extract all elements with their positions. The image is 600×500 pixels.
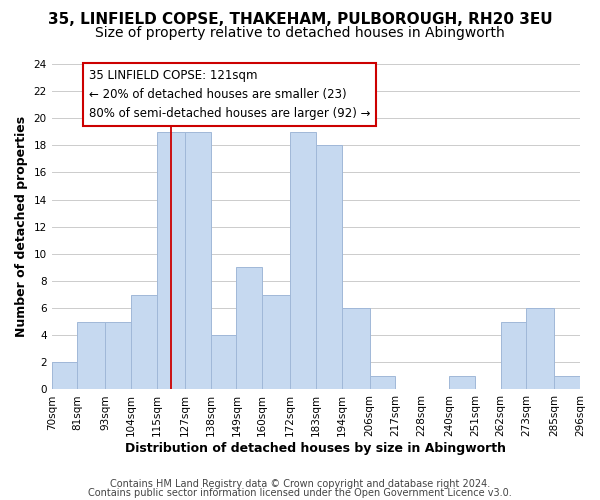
Bar — [370, 376, 395, 390]
Bar — [262, 294, 290, 390]
Y-axis label: Number of detached properties: Number of detached properties — [15, 116, 28, 338]
Bar — [236, 268, 262, 390]
Text: Size of property relative to detached houses in Abingworth: Size of property relative to detached ho… — [95, 26, 505, 40]
Bar — [290, 132, 316, 390]
Text: 35 LINFIELD COPSE: 121sqm
← 20% of detached houses are smaller (23)
80% of semi-: 35 LINFIELD COPSE: 121sqm ← 20% of detac… — [89, 69, 370, 120]
Text: Contains public sector information licensed under the Open Government Licence v3: Contains public sector information licen… — [88, 488, 512, 498]
Bar — [211, 335, 236, 390]
Bar — [341, 308, 370, 390]
Bar — [554, 376, 580, 390]
Bar — [106, 322, 131, 390]
Text: Contains HM Land Registry data © Crown copyright and database right 2024.: Contains HM Land Registry data © Crown c… — [110, 479, 490, 489]
Bar — [526, 308, 554, 390]
Bar — [157, 132, 185, 390]
Bar — [77, 322, 106, 390]
Bar — [185, 132, 211, 390]
Bar — [316, 146, 341, 390]
X-axis label: Distribution of detached houses by size in Abingworth: Distribution of detached houses by size … — [125, 442, 506, 455]
Text: 35, LINFIELD COPSE, THAKEHAM, PULBOROUGH, RH20 3EU: 35, LINFIELD COPSE, THAKEHAM, PULBOROUGH… — [47, 12, 553, 28]
Bar — [449, 376, 475, 390]
Bar — [131, 294, 157, 390]
Bar — [500, 322, 526, 390]
Bar — [52, 362, 77, 390]
